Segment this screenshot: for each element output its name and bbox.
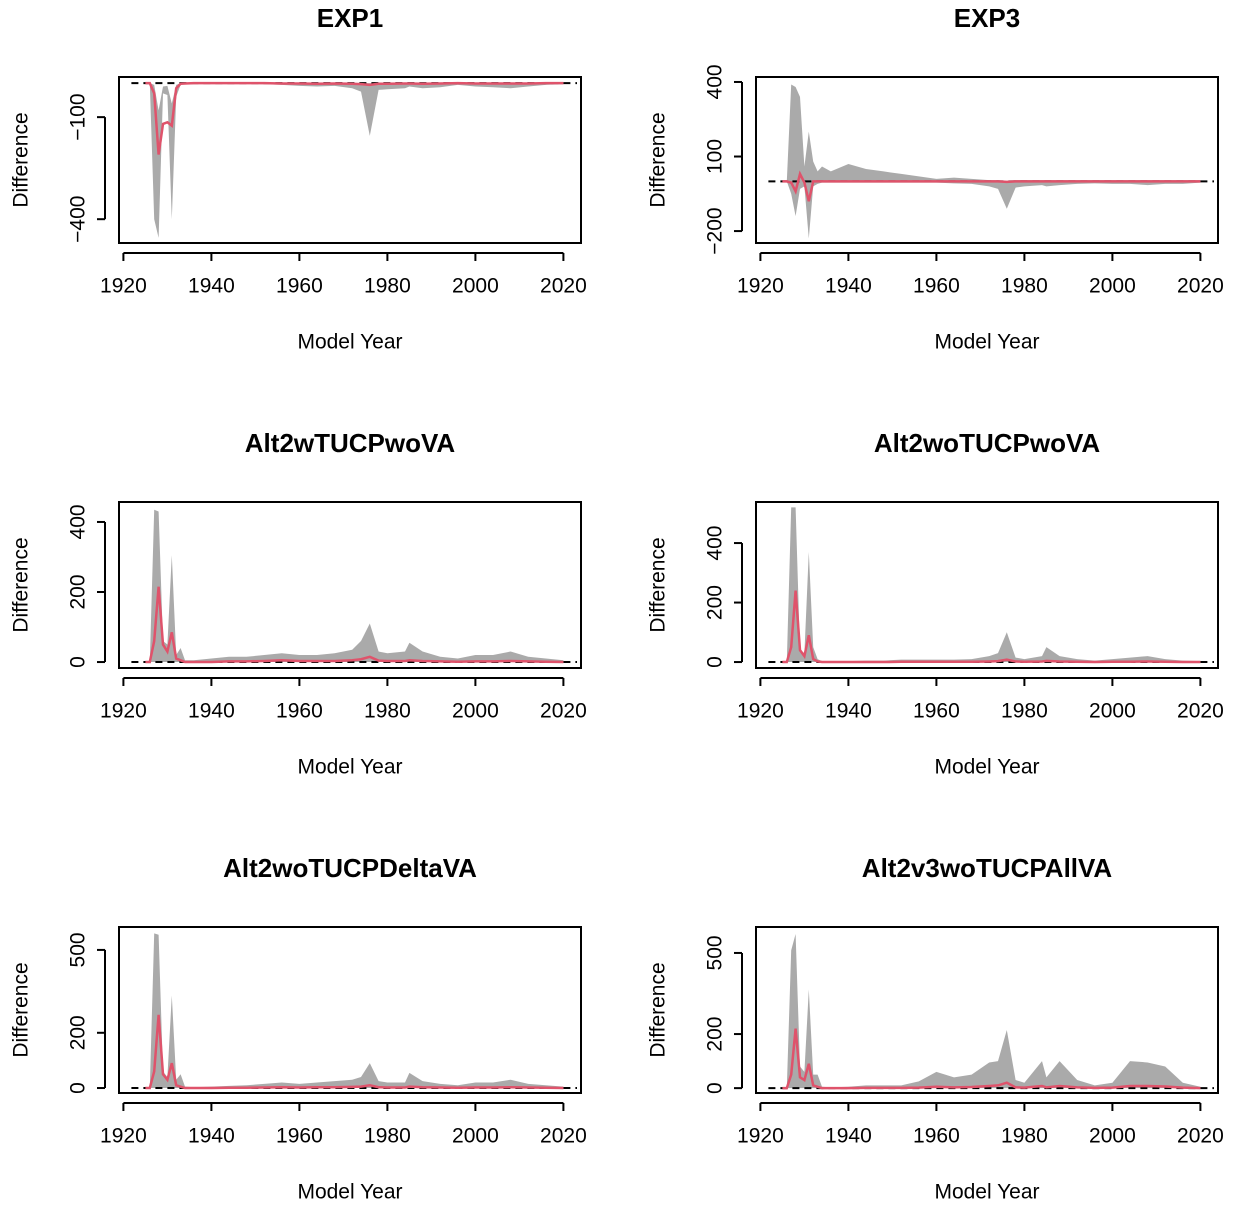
y-tick-label: 400 <box>67 504 90 539</box>
x-tick-label: 2020 <box>540 700 587 723</box>
y-tick-label: 100 <box>704 139 727 174</box>
x-tick-label: 2000 <box>1089 700 1136 723</box>
plot-frame <box>755 501 1219 669</box>
panel: EXP3 Model Year Difference 1920 1940 1960 1980… <box>647 3 1224 354</box>
panel-title: EXP1 <box>317 3 384 33</box>
y-tick-label: 200 <box>704 585 727 620</box>
x-tick-label: 2020 <box>540 275 587 298</box>
x-axis-label: Model Year <box>934 756 1039 779</box>
median-line <box>145 81 564 155</box>
band <box>145 83 564 238</box>
median-line <box>145 586 564 664</box>
x-tick-label: 1980 <box>364 275 411 298</box>
panel: Alt2woTUCPDeltaVA Model Year Difference 192… <box>10 853 587 1204</box>
y-tick-label: −100 <box>67 93 90 140</box>
panel-title: Alt2v3woTUCPAllVA <box>862 853 1113 883</box>
y-tick-label: −400 <box>67 196 90 243</box>
x-tick-label: 1920 <box>737 1125 784 1148</box>
x-tick-label: 2000 <box>452 1125 499 1148</box>
band <box>782 507 1201 663</box>
x-tick-label: 1980 <box>1001 1125 1048 1148</box>
plot-frame <box>755 76 1219 244</box>
x-tick-label: 1940 <box>188 1125 235 1148</box>
y-tick-label: 500 <box>704 935 727 970</box>
x-axis-label: Model Year <box>934 331 1039 354</box>
x-tick-label: 1940 <box>188 700 235 723</box>
y-tick-label: −200 <box>704 207 727 254</box>
band <box>782 934 1201 1089</box>
y-tick-label: 200 <box>67 1015 90 1050</box>
x-tick-label: 2000 <box>452 700 499 723</box>
y-tick-label: 400 <box>704 526 727 561</box>
x-tick-label: 1980 <box>364 1125 411 1148</box>
x-axis-label: Model Year <box>934 1181 1039 1204</box>
median-line <box>782 1028 1201 1090</box>
x-tick-label: 1980 <box>1001 700 1048 723</box>
x-tick-label: 1920 <box>737 275 784 298</box>
median-line <box>145 1014 564 1090</box>
y-axis-label: Difference <box>647 537 670 632</box>
x-tick-label: 1960 <box>913 275 960 298</box>
x-tick-label: 1940 <box>188 275 235 298</box>
x-tick-label: 1920 <box>100 1125 147 1148</box>
x-tick-label: 2020 <box>1177 700 1224 723</box>
panel: Alt2wTUCPwoVA Model Year Difference 1920 194… <box>10 428 587 779</box>
x-tick-label: 1940 <box>825 275 872 298</box>
y-axis-label: Difference <box>10 537 33 632</box>
y-axis-label: Difference <box>10 962 33 1057</box>
x-tick-label: 2000 <box>1089 275 1136 298</box>
y-tick-label: 500 <box>67 932 90 967</box>
y-tick-label: 200 <box>67 574 90 609</box>
x-tick-label: 1960 <box>276 1125 323 1148</box>
plot-frame <box>755 926 1219 1094</box>
median-line <box>782 170 1201 202</box>
band <box>782 84 1201 239</box>
median-line <box>782 590 1201 664</box>
panel: EXP1 Model Year Difference 1920 1940 1960 1980… <box>10 3 587 354</box>
x-tick-label: 1960 <box>913 1125 960 1148</box>
x-tick-label: 2020 <box>540 1125 587 1148</box>
x-tick-label: 2020 <box>1177 275 1224 298</box>
band <box>145 933 564 1089</box>
x-tick-label: 1960 <box>276 700 323 723</box>
y-axis-label: Difference <box>647 112 670 207</box>
plot-frame <box>118 76 582 244</box>
x-tick-label: 1920 <box>100 275 147 298</box>
panel-title: Alt2woTUCPDeltaVA <box>223 853 477 883</box>
y-tick-label: 400 <box>704 64 727 99</box>
panel-title: Alt2wTUCPwoVA <box>245 428 456 458</box>
y-tick-label: 0 <box>704 656 727 668</box>
panel: Alt2woTUCPwoVA Model Year Difference 1920 19… <box>647 428 1224 779</box>
x-tick-label: 1920 <box>100 700 147 723</box>
y-tick-label: 200 <box>704 1017 727 1052</box>
panel: Alt2v3woTUCPAllVA Model Year Difference 192… <box>647 853 1224 1204</box>
x-axis-label: Model Year <box>297 331 402 354</box>
x-tick-label: 1960 <box>276 275 323 298</box>
x-tick-label: 1980 <box>364 700 411 723</box>
x-axis-label: Model Year <box>297 1181 402 1204</box>
x-tick-label: 1940 <box>825 1125 872 1148</box>
x-tick-label: 2000 <box>1089 1125 1136 1148</box>
y-axis-label: Difference <box>10 112 33 207</box>
x-tick-label: 1920 <box>737 700 784 723</box>
panel-title: Alt2woTUCPwoVA <box>874 428 1101 458</box>
x-tick-label: 1940 <box>825 700 872 723</box>
plot-frame <box>118 926 582 1094</box>
panel-title: EXP3 <box>954 3 1021 33</box>
y-tick-label: 0 <box>67 1082 90 1094</box>
x-tick-label: 1960 <box>913 700 960 723</box>
y-tick-label: 0 <box>67 656 90 668</box>
plot-frame <box>118 501 582 669</box>
x-tick-label: 2000 <box>452 275 499 298</box>
y-tick-label: 0 <box>704 1082 727 1094</box>
x-tick-label: 1980 <box>1001 275 1048 298</box>
x-tick-label: 2020 <box>1177 1125 1224 1148</box>
band <box>145 509 564 663</box>
x-axis-label: Model Year <box>297 756 402 779</box>
y-axis-label: Difference <box>647 962 670 1057</box>
